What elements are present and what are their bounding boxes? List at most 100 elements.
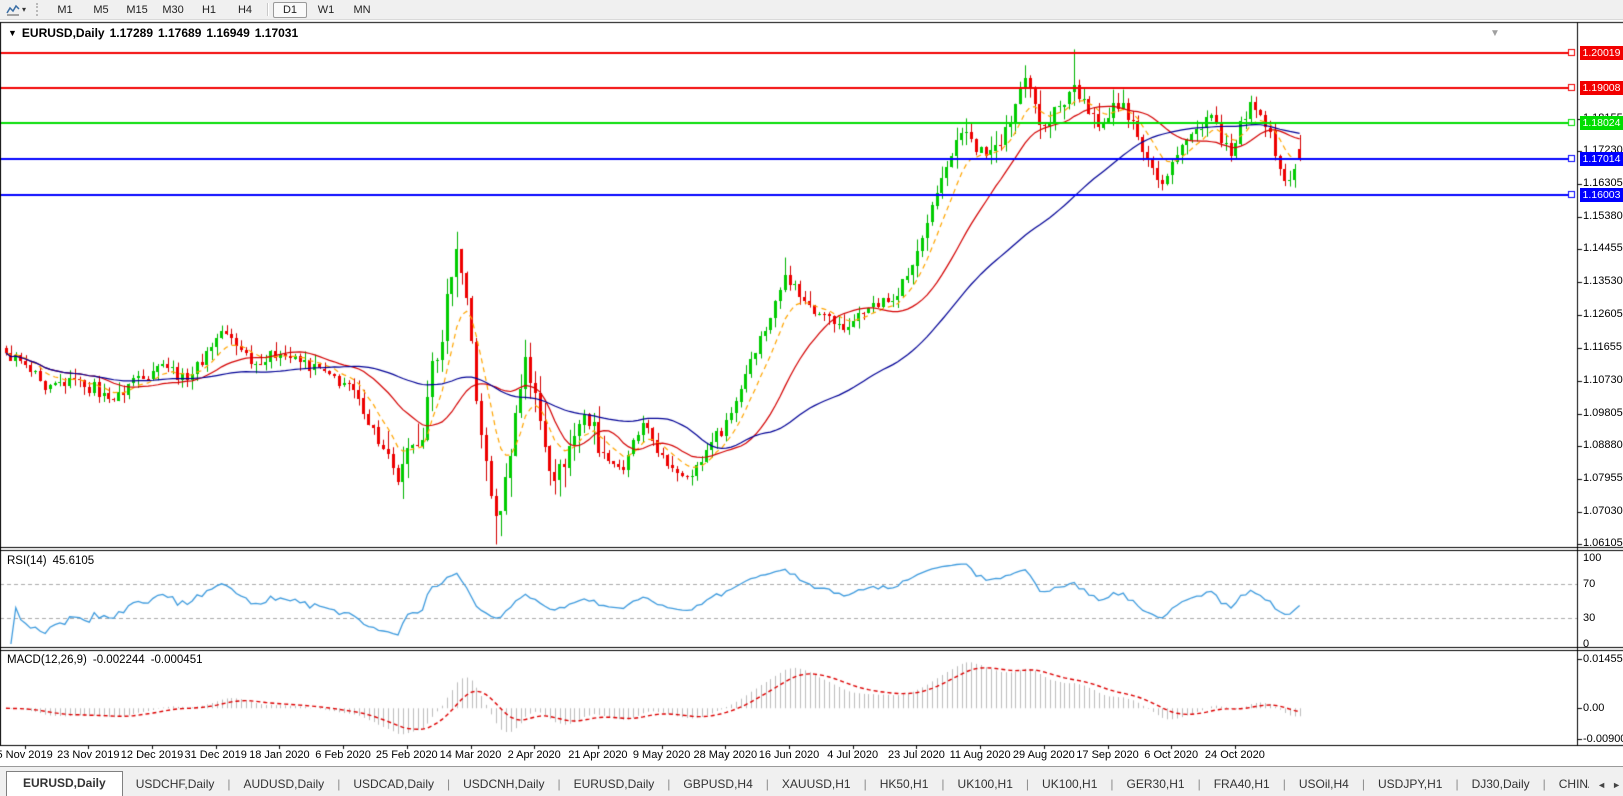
ohlc-high: 1.17689 [158,26,202,40]
date-axis-tick: 16 Jun 2020 [758,749,820,761]
price-axis-tick: 1.11655 [1583,341,1622,354]
tab-usdchf-daily[interactable]: USDCHF,Daily [135,777,215,791]
price-axis-tick: 1.08880 [1583,439,1623,452]
tab-separator: | [863,777,867,791]
macd-name: MACD(12,26,9) [7,654,87,666]
tab-audusd-daily[interactable]: AUDUSD,Daily [243,777,325,791]
timeframe-button-d1[interactable]: D1 [273,1,308,18]
macd-axis-tick: -0.009001 [1583,732,1623,745]
timeframe-button-h4[interactable]: H4 [237,3,253,16]
timeframe-button-m5[interactable]: M5 [93,3,109,16]
date-axis-tick: 24 Oct 2020 [1204,749,1265,761]
price-axis-tick: 1.09805 [1583,406,1623,419]
price-axis-tick: 1.15380 [1583,209,1623,222]
date-axis-tick: 25 Feb 2020 [375,749,438,761]
price-axis-tick: 1.10730 [1583,373,1623,386]
price-level-label: 1.19008 [1580,81,1623,96]
rsi-axis-tick: 100 [1583,552,1602,564]
tab-separator: | [1542,777,1546,791]
tab-scroll-right-button[interactable]: ► [1612,780,1621,790]
tab-separator: | [1361,777,1365,791]
price-axis-tick: 1.12605 [1583,307,1623,320]
toolbar-grip [36,3,43,16]
price-axis-tick: 1.13530 [1583,274,1623,287]
date-axis-tick: 23 Nov 2019 [57,749,120,761]
chart-type-menu-button[interactable]: ▾ [0,1,32,18]
date-axis-tick: 5 Nov 2019 [0,749,53,761]
tab-separator: | [557,777,561,791]
tab-hk50-h1[interactable]: HK50,H1 [879,777,929,791]
rsi-label: RSI(14) 45.6105 [7,555,94,567]
price-axis-tick: 1.16305 [1583,176,1623,189]
tab-separator: | [1025,777,1030,791]
tab-fra40-h1[interactable]: FRA40,H1 [1213,777,1270,791]
rsi-axis-tick: 30 [1583,612,1596,625]
chart-expander-icon[interactable]: ▼ [8,27,17,38]
price-axis-tick: 1.06105 [1583,537,1623,550]
date-axis-tick: 6 Feb 2020 [315,749,371,761]
tab-uk100-h1[interactable]: UK100,H1 [1042,777,1098,791]
tab-separator: | [1110,777,1114,791]
tab-usdjpy-h1[interactable]: USDJPY,H1 [1377,777,1443,791]
tab-xauusd-h1[interactable]: XAUUSD,H1 [781,777,851,791]
tab-scroll-left-button[interactable]: ◄ [1597,780,1607,790]
date-axis-tick: 12 Dec 2019 [120,749,184,761]
rsi-axis-tick: 70 [1583,577,1596,590]
tab-separator: | [1455,777,1459,791]
tab-gbpusd-h4[interactable]: GBPUSD,H4 [683,777,753,791]
timeframe-button-m1[interactable]: M1 [57,3,73,16]
date-axis-tick: 23 Jul 2020 [887,749,945,761]
ohlc-open: 1.17289 [109,26,153,40]
tab-separator: | [941,777,945,791]
tab-dj30-daily[interactable]: DJ30,Daily [1471,777,1530,791]
tab-bar: EURUSD,Daily USDCHF,Daily | AUDUSD,Daily | US… [0,766,1623,796]
date-axis-tick: 18 Jan 2020 [249,749,310,761]
price-axis-tick: 1.07955 [1583,471,1623,484]
date-axis-tick: 9 May 2020 [632,749,691,761]
tab-separator: | [1197,777,1201,791]
price-level-label: 1.20019 [1580,45,1623,60]
date-axis-tick: 29 Aug 2020 [1012,749,1075,761]
date-axis-tick: 21 Apr 2020 [568,749,628,761]
chart-shift-icon[interactable]: ▼ [1490,28,1500,39]
chart-symbol: EURUSD,Daily [21,26,105,40]
timeframe-button-w1[interactable]: W1 [317,3,335,16]
tab-separator: | [1282,777,1286,791]
macd-axis-tick: 0.014556 [1583,653,1623,666]
tab-uk100-h1[interactable]: UK100,H1 [957,777,1013,791]
ohlc-close: 1.17031 [254,26,299,40]
timeframe-button-m15[interactable]: M15 [126,3,148,16]
timeframe-button-mn[interactable]: MN [353,3,371,16]
price-level-label: 1.18024 [1580,116,1623,131]
date-axis-tick: 31 Dec 2019 [184,749,247,761]
tab-usdcad-daily[interactable]: USDCAD,Daily [353,777,434,791]
macd-label: MACD(12,26,9) -0.002244 -0.000451 [7,654,202,666]
date-axis-tick: 11 Aug 2020 [949,749,1011,761]
tab-ger30-h1[interactable]: GER30,H1 [1126,777,1185,791]
date-axis-tick: 17 Sep 2020 [1076,749,1139,761]
tab-eurusd-daily[interactable]: EURUSD,Daily [573,777,655,791]
macd-signal-value: -0.000451 [150,654,203,666]
price-axis-tick: 1.14455 [1583,242,1623,255]
tab-usoil-h4[interactable]: USOil,H4 [1298,777,1349,791]
tab-separator: | [227,777,231,791]
tab-usdcnh-daily[interactable]: USDCNH,Daily [463,777,545,791]
timeframe-button-m30[interactable]: M30 [162,3,184,16]
toolbar-separator [267,3,269,16]
tab-separator: | [447,777,451,791]
date-axis-tick: 6 Oct 2020 [1144,749,1199,761]
date-axis-tick: 2 Apr 2020 [507,749,561,761]
price-level-label: 1.16003 [1580,187,1623,202]
tab-china300-h1[interactable]: CHINA300,H1 [1558,777,1589,791]
timeframe-button-h1[interactable]: H1 [201,3,217,16]
rsi-name: RSI(14) [7,555,47,567]
macd-axis-tick: 0.00 [1583,702,1605,715]
chart-line-icon [6,4,20,16]
macd-main-value: -0.002244 [92,654,145,666]
tab-separator: | [667,777,671,791]
rsi-axis-tick: 0 [1583,638,1590,650]
date-axis-tick: 28 May 2020 [693,749,758,761]
tab-scroll-arrows: ◄ ► [1593,781,1621,790]
tab-eurusd-daily[interactable]: EURUSD,Daily [6,771,123,796]
